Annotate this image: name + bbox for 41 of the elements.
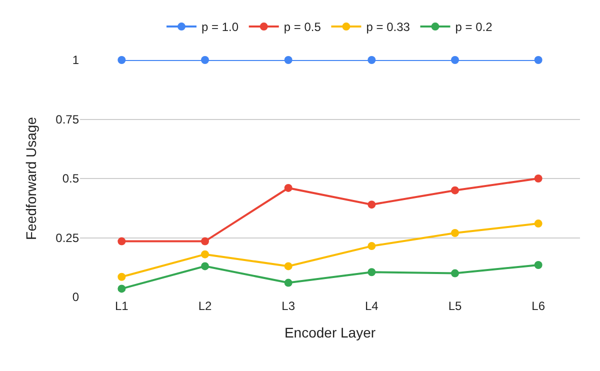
point <box>534 174 542 182</box>
point <box>284 262 292 270</box>
legend-label: p = 1.0 <box>202 20 239 34</box>
x-tick-label: L1 <box>114 299 129 313</box>
x-tick-label: L5 <box>448 299 462 313</box>
point <box>118 237 126 246</box>
point <box>284 56 292 64</box>
y-tick-label: 1 <box>72 53 80 68</box>
y-axis-title: Feedforward Usage <box>23 116 40 240</box>
y-tick-label: 0 <box>72 290 80 304</box>
point <box>368 56 376 64</box>
point <box>451 56 459 64</box>
y-tick-label: 0.25 <box>56 230 80 245</box>
legend-label: p = 0.5 <box>284 20 322 34</box>
x-tick-label: L3 <box>282 299 296 313</box>
point <box>534 261 542 270</box>
y-tick-label: 0.5 <box>62 172 80 186</box>
point <box>451 186 459 194</box>
x-tick-label: L6 <box>532 299 546 313</box>
point <box>201 56 209 64</box>
point <box>284 184 292 192</box>
point <box>368 200 376 209</box>
point <box>451 229 459 238</box>
legend-label: p = 0.2 <box>455 20 493 34</box>
point <box>201 250 209 258</box>
y-tick-label: 0.75 <box>56 112 80 126</box>
x-axis-title: Encoder Layer <box>284 324 376 340</box>
point <box>118 272 126 281</box>
x-tick-label: L2 <box>198 299 212 313</box>
point <box>201 237 209 246</box>
point <box>118 284 126 293</box>
point <box>534 56 542 64</box>
point <box>118 56 126 64</box>
point <box>451 269 459 278</box>
point <box>368 242 376 250</box>
legend-label: p = 0.33 <box>366 20 410 34</box>
point <box>534 220 542 228</box>
point <box>368 268 376 276</box>
point <box>201 262 209 270</box>
x-tick-label: L4 <box>364 299 379 313</box>
point <box>284 278 292 287</box>
